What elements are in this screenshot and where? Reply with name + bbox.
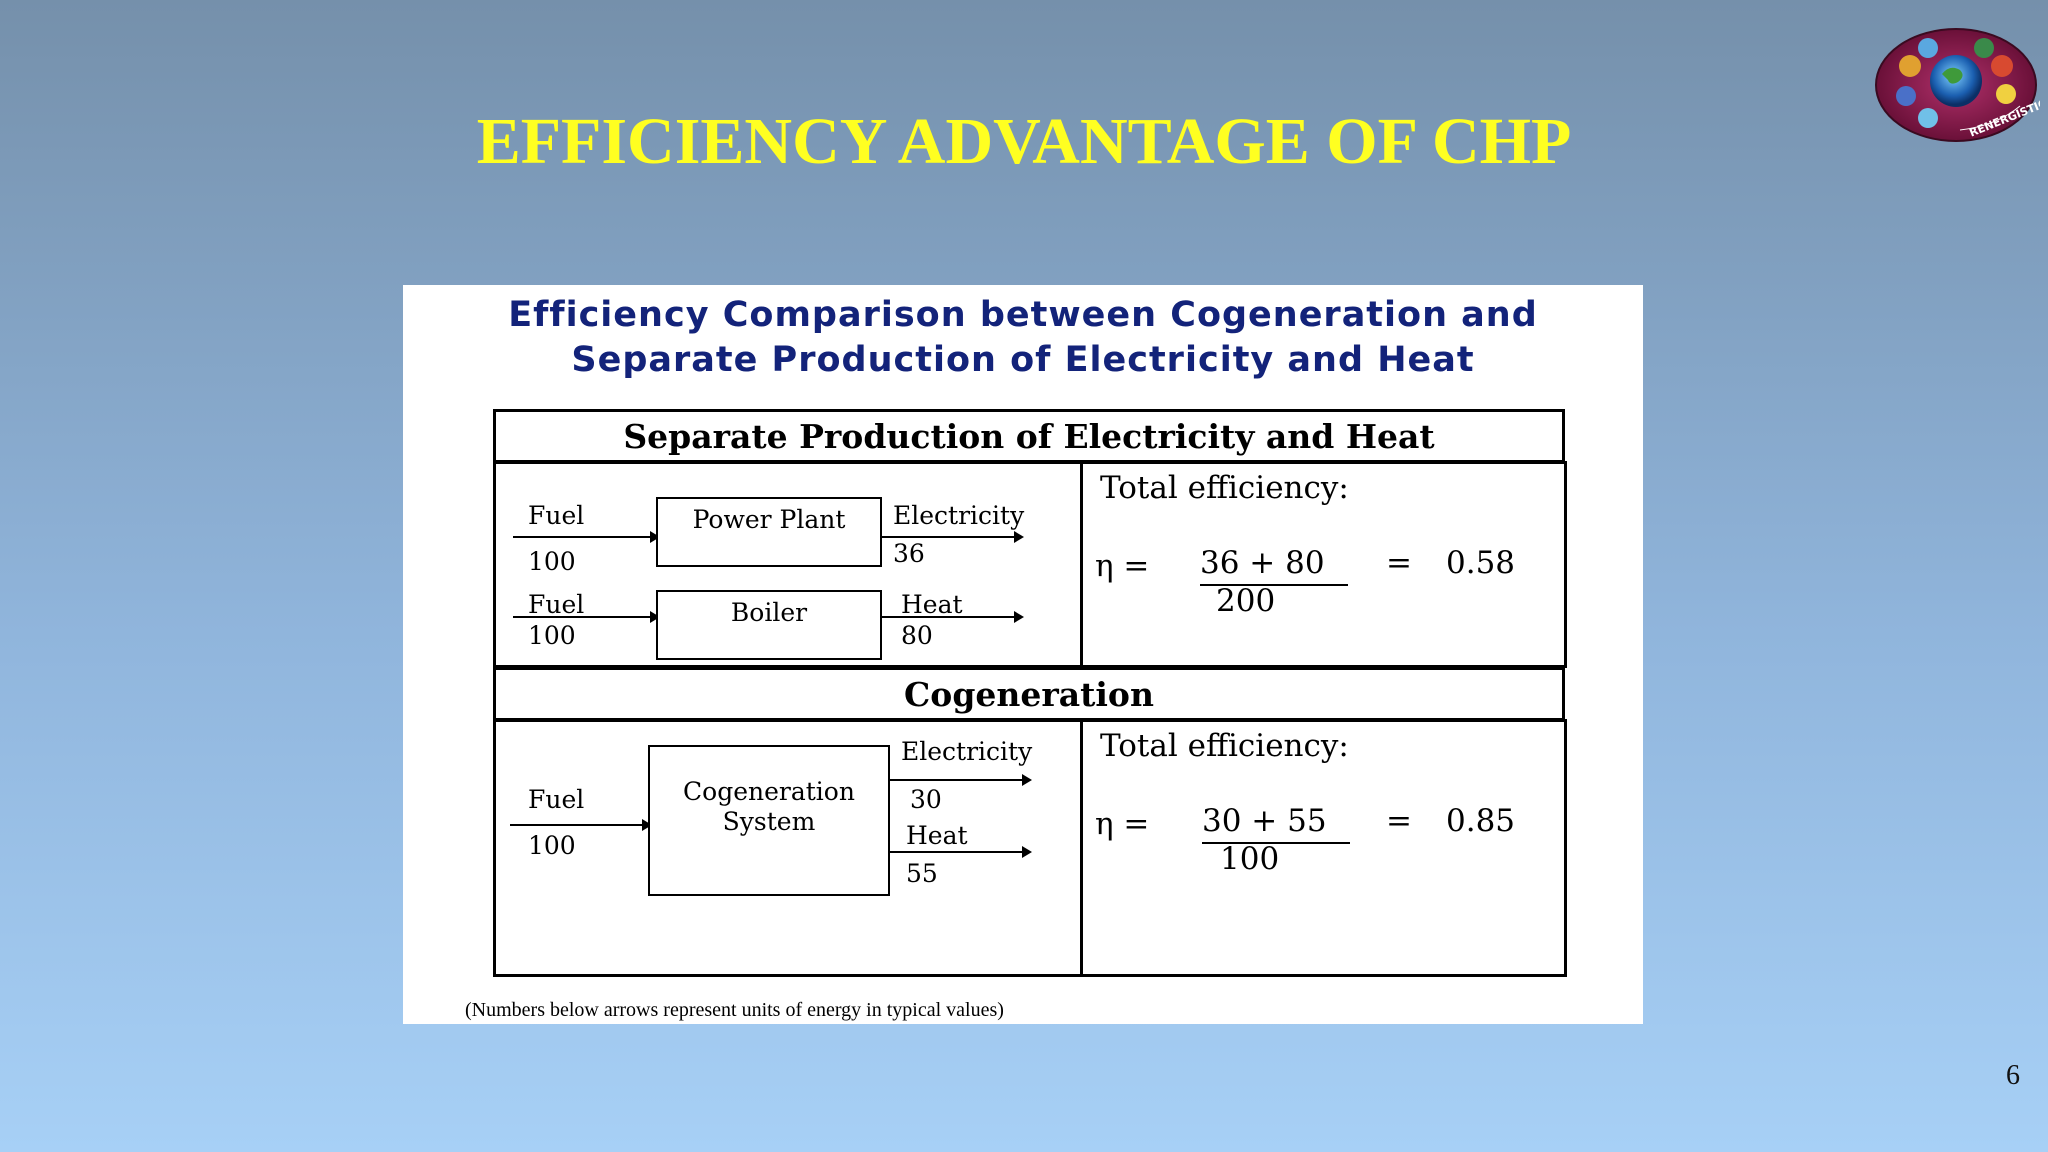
cogeneration-system-line1: Cogeneration bbox=[683, 777, 855, 806]
power-plant-fuel-value: 100 bbox=[528, 547, 576, 576]
cogeneration-efficiency-panel bbox=[1080, 719, 1567, 977]
cogeneration-electricity-value: 30 bbox=[910, 785, 942, 814]
cogeneration-fuel-arrow bbox=[510, 819, 652, 831]
cogeneration-numerator: 30 + 55 bbox=[1202, 803, 1327, 839]
cogeneration-header: Cogeneration bbox=[904, 675, 1154, 714]
cogeneration-electricity-arrow bbox=[890, 774, 1032, 786]
cogeneration-heat-value: 55 bbox=[906, 859, 938, 888]
cogeneration-result: 0.85 bbox=[1446, 803, 1516, 839]
cogeneration-fuel-label: Fuel bbox=[528, 785, 585, 814]
cogeneration-fraction-bar bbox=[1202, 842, 1350, 844]
separate-numerator: 36 + 80 bbox=[1200, 545, 1325, 581]
electricity-arrow bbox=[882, 531, 1024, 543]
renergistics-logo: RENERGISTICS bbox=[1872, 26, 2048, 144]
separate-denominator: 200 bbox=[1216, 583, 1276, 619]
separate-efficiency-panel bbox=[1080, 461, 1567, 668]
cogeneration-system-line2: System bbox=[722, 807, 816, 836]
power-plant-label: Power Plant bbox=[692, 505, 846, 534]
cogeneration-electricity-label: Electricity bbox=[901, 737, 1033, 766]
boiler-fuel-arrow bbox=[513, 611, 660, 623]
cogeneration-heat-arrow bbox=[890, 846, 1032, 858]
cogeneration-fuel-value: 100 bbox=[528, 831, 576, 860]
power-plant-output-value: 36 bbox=[893, 539, 925, 568]
power-plant-fuel-arrow bbox=[513, 531, 660, 543]
slide-title: EFFICIENCY ADVANTAGE OF CHP bbox=[476, 105, 1572, 178]
power-plant-box bbox=[656, 497, 882, 567]
figure-footnote: (Numbers below arrows represent units of… bbox=[465, 999, 1004, 1021]
separate-efficiency-label: Total efficiency: bbox=[1100, 470, 1349, 506]
boiler-output-value: 80 bbox=[901, 621, 933, 650]
cogeneration-equals: = bbox=[1386, 803, 1412, 839]
separate-eta: η = bbox=[1095, 548, 1150, 584]
boiler-output-label: Heat bbox=[901, 590, 963, 619]
figure-heading-line2: Separate Production of Electricity and H… bbox=[571, 340, 1475, 380]
boiler-fuel-label: Fuel bbox=[528, 590, 585, 619]
efficiency-figure: Efficiency Comparison between Cogenerati… bbox=[403, 285, 1643, 1024]
cogeneration-eta: η = bbox=[1095, 806, 1150, 842]
power-plant-output-label: Electricity bbox=[893, 501, 1025, 530]
figure-heading-line1: Efficiency Comparison between Cogenerati… bbox=[508, 295, 1538, 335]
cogeneration-heat-label: Heat bbox=[906, 821, 968, 850]
cogeneration-efficiency-label: Total efficiency: bbox=[1100, 728, 1349, 764]
separate-result: 0.58 bbox=[1446, 545, 1516, 581]
separate-header-box bbox=[493, 409, 1565, 463]
cogeneration-denominator: 100 bbox=[1220, 841, 1280, 877]
heat-arrow bbox=[882, 611, 1024, 623]
boiler-label: Boiler bbox=[730, 598, 808, 627]
separate-fraction-bar bbox=[1200, 584, 1348, 586]
separate-header: Separate Production of Electricity and H… bbox=[623, 417, 1435, 456]
power-plant-fuel-label: Fuel bbox=[528, 501, 585, 530]
cogeneration-system-box bbox=[648, 745, 890, 896]
slide-page-number: 6 bbox=[2006, 1060, 2020, 1091]
separate-equals: = bbox=[1386, 545, 1412, 581]
boiler-fuel-value: 100 bbox=[528, 621, 576, 650]
boiler-box bbox=[656, 590, 882, 660]
